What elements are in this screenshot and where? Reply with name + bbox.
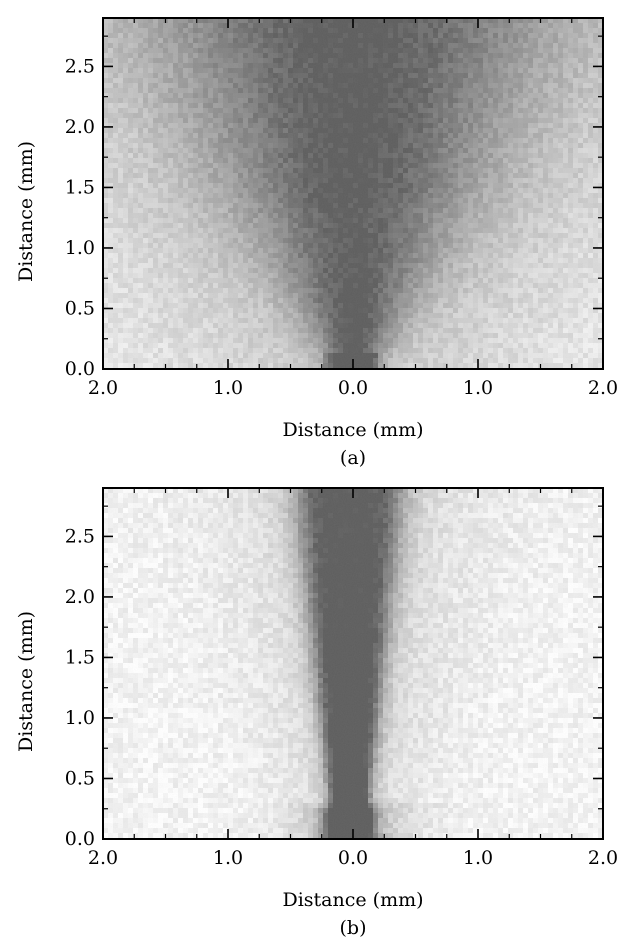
panel-b: 2.0 1.0 0.0 1.0 2.00.00.51.01.52.02.5 Distan… [15,487,618,937]
x-axis-label-b: Distance (mm) [282,889,423,911]
panel-a: 2.0 1.0 0.0 1.0 2.00.00.51.01.52.02.5 Distan… [15,17,618,469]
y-axis-label-b: Distance (mm) [15,611,37,752]
x-tick-label: 2.0 [88,847,118,869]
y-tick-label: 0.0 [65,828,95,850]
y-tick-label: 1.0 [65,707,95,729]
panel-caption-a: (a) [340,447,366,469]
x-tick-label: 1.0 [463,847,493,869]
y-tick-label: 0.0 [65,358,95,380]
y-tick-label: 0.5 [65,767,95,789]
x-tick-label: 0.0 [338,847,368,869]
x-tick-label: 0.0 [338,377,368,399]
y-tick-label: 1.0 [65,237,95,259]
y-tick-label: 2.5 [65,55,95,77]
y-tick-label: 2.5 [65,525,95,547]
spray-image-b [103,488,603,839]
x-tick-label: 1.0 [213,377,243,399]
x-tick-label: 2.0 [588,847,618,869]
y-tick-label: 2.0 [65,116,95,138]
x-axis-label-a: Distance (mm) [282,419,423,441]
spray-image-a [103,18,603,369]
y-tick-label: 2.0 [65,586,95,608]
panel-caption-b: (b) [340,917,367,937]
x-tick-label: 1.0 [213,847,243,869]
y-tick-label: 1.5 [65,176,95,198]
x-tick-label: 1.0 [463,377,493,399]
ticks-a: 2.0 1.0 0.0 1.0 2.00.00.51.01.52.02.5 [65,18,618,399]
ticks-b: 2.0 1.0 0.0 1.0 2.00.00.51.01.52.02.5 [65,488,618,869]
x-tick-label: 2.0 [588,377,618,399]
x-tick-label: 2.0 [88,377,118,399]
y-tick-label: 1.5 [65,646,95,668]
y-axis-label-a: Distance (mm) [15,141,37,282]
y-tick-label: 0.5 [65,297,95,319]
